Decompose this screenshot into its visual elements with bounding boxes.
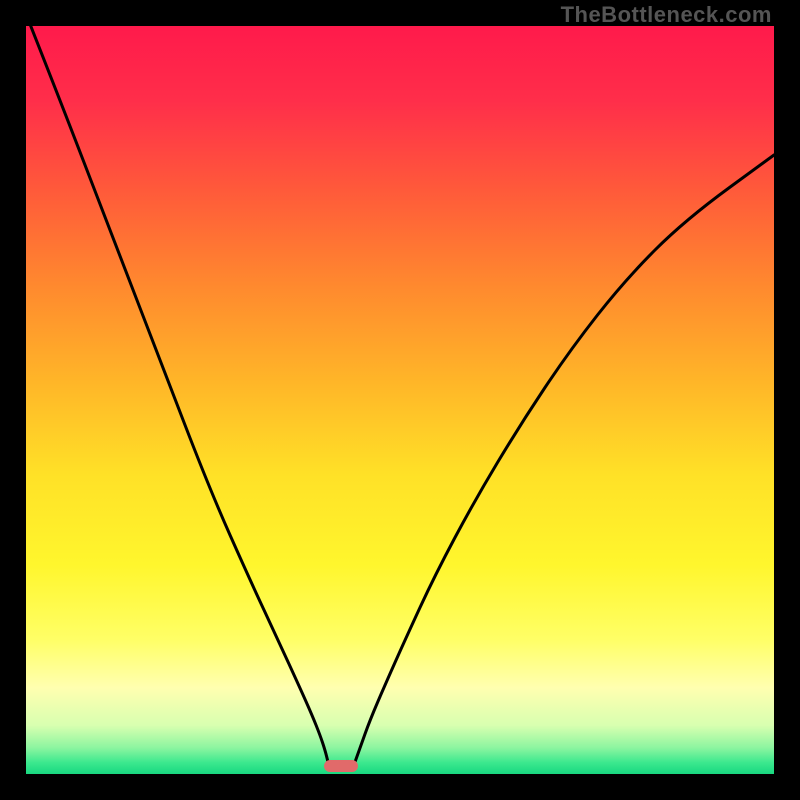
watermark-text: TheBottleneck.com: [561, 2, 772, 28]
optimal-marker: [324, 760, 358, 772]
bottleneck-curve: [26, 26, 774, 762]
chart-frame: TheBottleneck.com: [0, 0, 800, 800]
plot-area: [26, 26, 774, 774]
curve-layer: [26, 26, 774, 774]
